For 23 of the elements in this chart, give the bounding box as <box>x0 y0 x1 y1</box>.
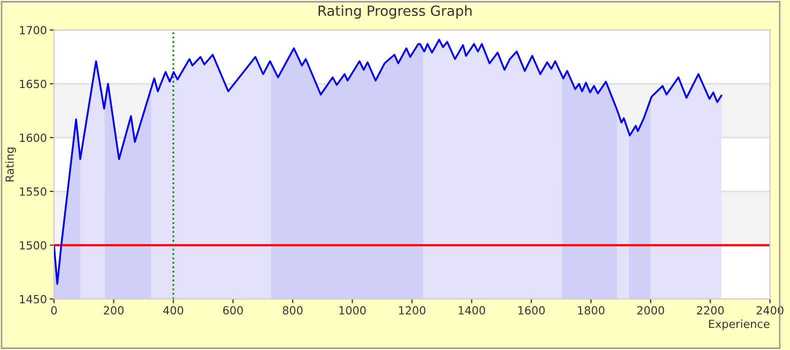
x-tick-label: 1200 <box>399 306 426 315</box>
x-tick-label: 0 <box>51 306 57 315</box>
y-tick-label: 1500 <box>20 241 46 250</box>
x-tick-label: 200 <box>104 306 124 315</box>
line-series <box>54 38 722 285</box>
y-tick-label: 1700 <box>20 26 46 34</box>
x-tick-label: 2400 <box>756 306 784 315</box>
y-axis-title: Rating <box>5 148 16 182</box>
chart-title: Rating Progress Graph <box>318 5 472 19</box>
x-tick-label: 1400 <box>458 306 486 315</box>
x-tick-label: 1800 <box>578 306 604 315</box>
y-tick-label: 1450 <box>20 294 46 304</box>
x-tick-label: 1000 <box>339 306 366 315</box>
x-axis-title: Experience <box>709 319 770 330</box>
x-tick-label: 2000 <box>637 306 664 315</box>
y-tick-label: 1650 <box>20 80 46 88</box>
x-tick-label: 800 <box>282 306 303 315</box>
x-tick-label: 400 <box>163 306 184 315</box>
y-tick-label: 1600 <box>20 134 46 142</box>
y-tick-label: 1550 <box>20 187 46 196</box>
x-tick-label: 600 <box>223 306 243 315</box>
x-tick-label: 1600 <box>518 306 545 315</box>
x-tick-label: 2200 <box>697 306 724 315</box>
